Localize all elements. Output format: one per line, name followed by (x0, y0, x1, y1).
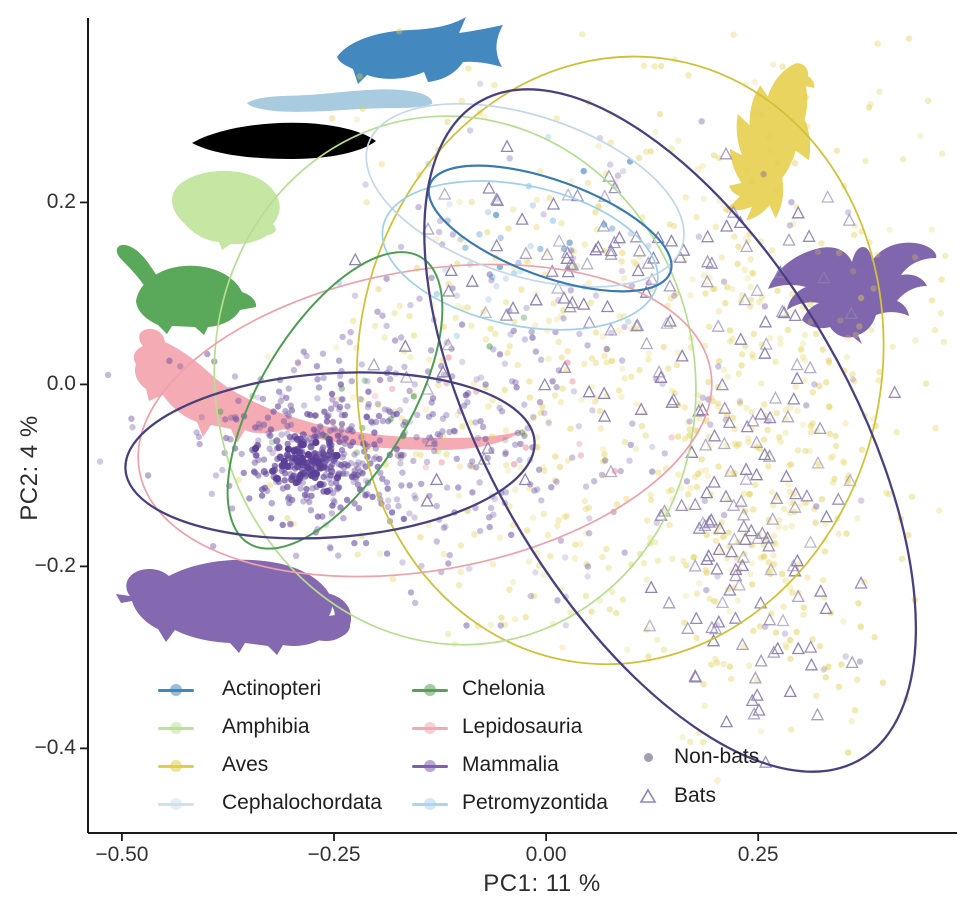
ellipse-mammalia-bats (423, 88, 918, 773)
points-bats-main (643, 234, 868, 768)
x-tick-label-0.00: 0.00 (525, 843, 567, 866)
legend-label-cephalochordata: Cephalochordata (222, 791, 382, 814)
points-mammalia-core-dense (251, 431, 343, 495)
ellipse-layer (124, 55, 918, 773)
legend-item-petromyzontida (412, 792, 448, 816)
ellipse-actinopteri (427, 164, 673, 293)
legend-item-chelonia (412, 678, 448, 702)
y-tick-label-0.0: 0.0 (46, 372, 76, 396)
panther-silhouette (116, 559, 352, 655)
ellipse-amphibia (213, 115, 697, 646)
legend-key-chelonia (412, 684, 448, 696)
lizard-silhouette (133, 328, 522, 450)
legend-key-lepidosauria (412, 722, 448, 734)
x-axis-title: PC1: 11 % (483, 870, 601, 897)
y-axis-title: PC2: 4 % (16, 415, 43, 521)
ellipse-lepidosauria (137, 263, 713, 578)
shape-legend-label-non-bats: Non-bats (674, 745, 760, 768)
legend-label-aves: Aves (222, 753, 269, 776)
fish-silhouette (337, 17, 503, 84)
legend-item-amphibia (158, 716, 194, 740)
bat-silhouette (768, 242, 937, 344)
ellipse-mammalia-nonbats (124, 371, 536, 540)
y-tick-label-0.2: 0.2 (46, 190, 76, 214)
y-tick-label-−0.2: −0.2 (34, 554, 76, 578)
legend-item-actinopteri (158, 678, 194, 702)
legend-label-petromyzontida: Petromyzontida (462, 791, 608, 814)
legend-key-petromyzontida (412, 798, 448, 810)
points-aves-cloud (200, 28, 949, 784)
legend-key-actinopteri (158, 684, 194, 696)
x-tick-label-−0.25: −0.25 (307, 843, 361, 866)
lamprey-silhouette (247, 89, 433, 112)
non-bats-dot-icon (644, 753, 653, 762)
legend-item-aves (158, 754, 194, 778)
legend-key-amphibia (158, 722, 194, 734)
legend-key-aves (158, 760, 194, 772)
shape-legend-label-bats: Bats (674, 784, 717, 807)
ellipse-aves (355, 55, 885, 666)
legend-label-actinopteri: Actinopteri (222, 677, 322, 700)
points-bats-upper (421, 169, 856, 351)
points-petromyzontida-pts (335, 133, 557, 340)
frog-silhouette (172, 170, 280, 250)
bird-silhouette (727, 63, 815, 221)
x-tick-label-−0.50: −0.50 (95, 843, 149, 866)
legend-label-chelonia: Chelonia (462, 677, 545, 700)
ellipse-cephalochordata (365, 102, 685, 288)
points-layer (96, 28, 949, 784)
x-tick-label-0.25: 0.25 (737, 843, 779, 866)
y-tick-label-−0.4: −0.4 (34, 736, 76, 760)
turtle-silhouette (116, 244, 257, 335)
legend-item-mammalia (412, 754, 448, 778)
legend-item-lepidosauria (412, 716, 448, 740)
legend-key-cephalochordata (158, 798, 194, 810)
legend-label-lepidosauria: Lepidosauria (462, 715, 583, 738)
legend-label-mammalia: Mammalia (462, 753, 559, 776)
lancelet-silhouette (192, 122, 376, 159)
legend-key-mammalia (412, 760, 448, 772)
legend-label-amphibia: Amphibia (222, 715, 310, 738)
ellipse-chelonia (226, 251, 444, 550)
axes-layer (80, 18, 957, 841)
legend-item-cephalochordata (158, 792, 194, 816)
bats-triangle-icon (639, 788, 657, 803)
